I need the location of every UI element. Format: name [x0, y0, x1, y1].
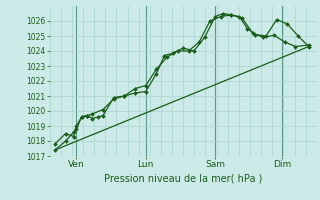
X-axis label: Pression niveau de la mer( hPa ): Pression niveau de la mer( hPa )	[104, 173, 262, 183]
